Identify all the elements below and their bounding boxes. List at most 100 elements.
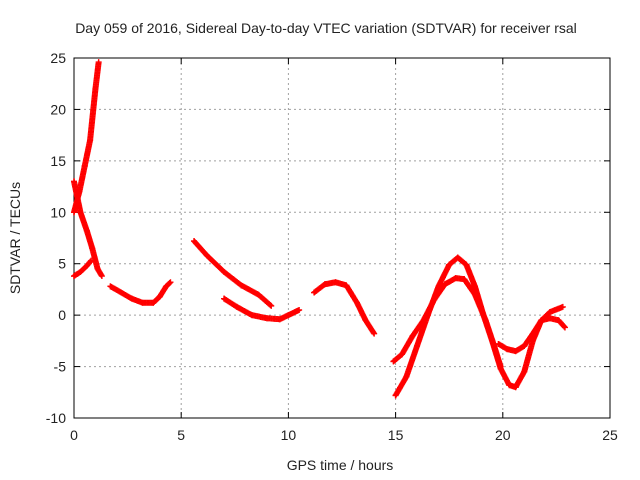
data-point — [191, 238, 198, 245]
x-tick-label: 15 — [388, 427, 404, 443]
data-point — [255, 291, 262, 298]
y-tick-label: 25 — [50, 50, 66, 66]
data-point — [89, 245, 96, 252]
grid — [74, 58, 610, 418]
data-point — [343, 282, 350, 289]
data-point — [332, 279, 339, 286]
data-point — [88, 257, 95, 264]
data-point — [555, 317, 562, 324]
data-point — [435, 283, 442, 290]
data-point — [128, 295, 135, 302]
data-point — [150, 299, 157, 306]
data-point — [546, 309, 553, 316]
data-point — [311, 289, 318, 296]
data-point — [268, 302, 275, 309]
data-point — [139, 299, 146, 306]
data-point — [77, 209, 84, 216]
data-point — [94, 265, 101, 272]
data-point — [463, 261, 470, 268]
data-point — [233, 303, 240, 310]
series-PRN-b — [71, 178, 105, 280]
data-point — [495, 340, 502, 347]
data-point — [504, 346, 511, 353]
series-PRN-k — [512, 315, 568, 391]
series-PRN-a — [71, 59, 102, 216]
y-tick-label: 20 — [50, 101, 66, 117]
data-point — [392, 392, 399, 399]
x-tick-label: 10 — [281, 427, 297, 443]
data-point — [167, 279, 174, 286]
data-point — [321, 281, 328, 288]
axis-ticks: 0 5 10 15 20 25 -10 -5 0 5 10 15 20 25 — [46, 50, 618, 443]
series-PRN-e — [191, 238, 275, 309]
data-point — [296, 307, 303, 313]
data-point — [83, 227, 90, 234]
data-point — [538, 317, 545, 324]
data-point — [71, 209, 77, 216]
data-point — [454, 254, 461, 261]
data-point — [118, 289, 125, 296]
data-point — [95, 59, 102, 66]
track-marker — [166, 280, 173, 287]
x-tick-label: 20 — [495, 427, 511, 443]
data-point — [452, 275, 459, 282]
data-point — [489, 337, 496, 344]
y-tick-label: -10 — [46, 410, 66, 426]
series-PRN-i — [392, 254, 519, 399]
data-point — [71, 178, 77, 185]
data-point — [546, 315, 553, 322]
data-point — [414, 343, 421, 349]
data-point — [529, 337, 536, 344]
data-point — [521, 343, 528, 349]
chart-title: Day 059 of 2016, Sidereal Day-to-day VTE… — [75, 20, 577, 36]
data-point — [506, 382, 513, 389]
data-point — [362, 317, 369, 324]
data-point — [390, 358, 397, 365]
data-point — [81, 163, 88, 169]
x-tick-label: 5 — [177, 427, 185, 443]
data-point — [238, 282, 245, 289]
series-PRN-d — [107, 279, 174, 306]
data-point — [441, 281, 448, 288]
data-point — [471, 283, 478, 290]
data-point — [561, 324, 568, 331]
data-point — [497, 365, 504, 372]
data-point — [371, 330, 378, 337]
data-point — [92, 85, 99, 92]
data-point — [71, 273, 77, 280]
data-point — [512, 348, 519, 355]
y-tick-label: -5 — [54, 359, 67, 375]
data-point — [285, 312, 292, 319]
data-point — [221, 295, 228, 302]
y-tick-label: 15 — [50, 153, 66, 169]
y-axis-label: SDTVAR / TECUs — [7, 182, 23, 294]
data-point — [203, 252, 210, 259]
data-point — [83, 262, 90, 269]
data-point — [248, 312, 255, 319]
plot-frame — [73, 57, 611, 419]
data-point — [409, 332, 416, 339]
data-point — [163, 283, 170, 290]
data-point — [403, 373, 410, 380]
x-tick-label: 25 — [602, 427, 618, 443]
track-marker — [561, 323, 568, 330]
data-point — [276, 316, 283, 323]
series-PRN-c — [71, 257, 95, 280]
data-point — [480, 312, 487, 319]
data-point — [424, 312, 431, 319]
data-series — [71, 59, 568, 399]
data-point — [156, 293, 163, 300]
x-tick-label: 0 — [70, 427, 78, 443]
track-marker — [267, 302, 274, 309]
series-PRN-f — [221, 295, 303, 323]
data-point — [263, 315, 270, 322]
y-tick-label: 5 — [58, 256, 66, 272]
series-PRN-g — [311, 279, 378, 337]
data-point — [512, 384, 519, 391]
data-point — [461, 276, 468, 283]
track-marker — [87, 258, 94, 265]
data-point — [521, 368, 528, 375]
data-point — [77, 268, 84, 275]
data-point — [559, 303, 566, 310]
